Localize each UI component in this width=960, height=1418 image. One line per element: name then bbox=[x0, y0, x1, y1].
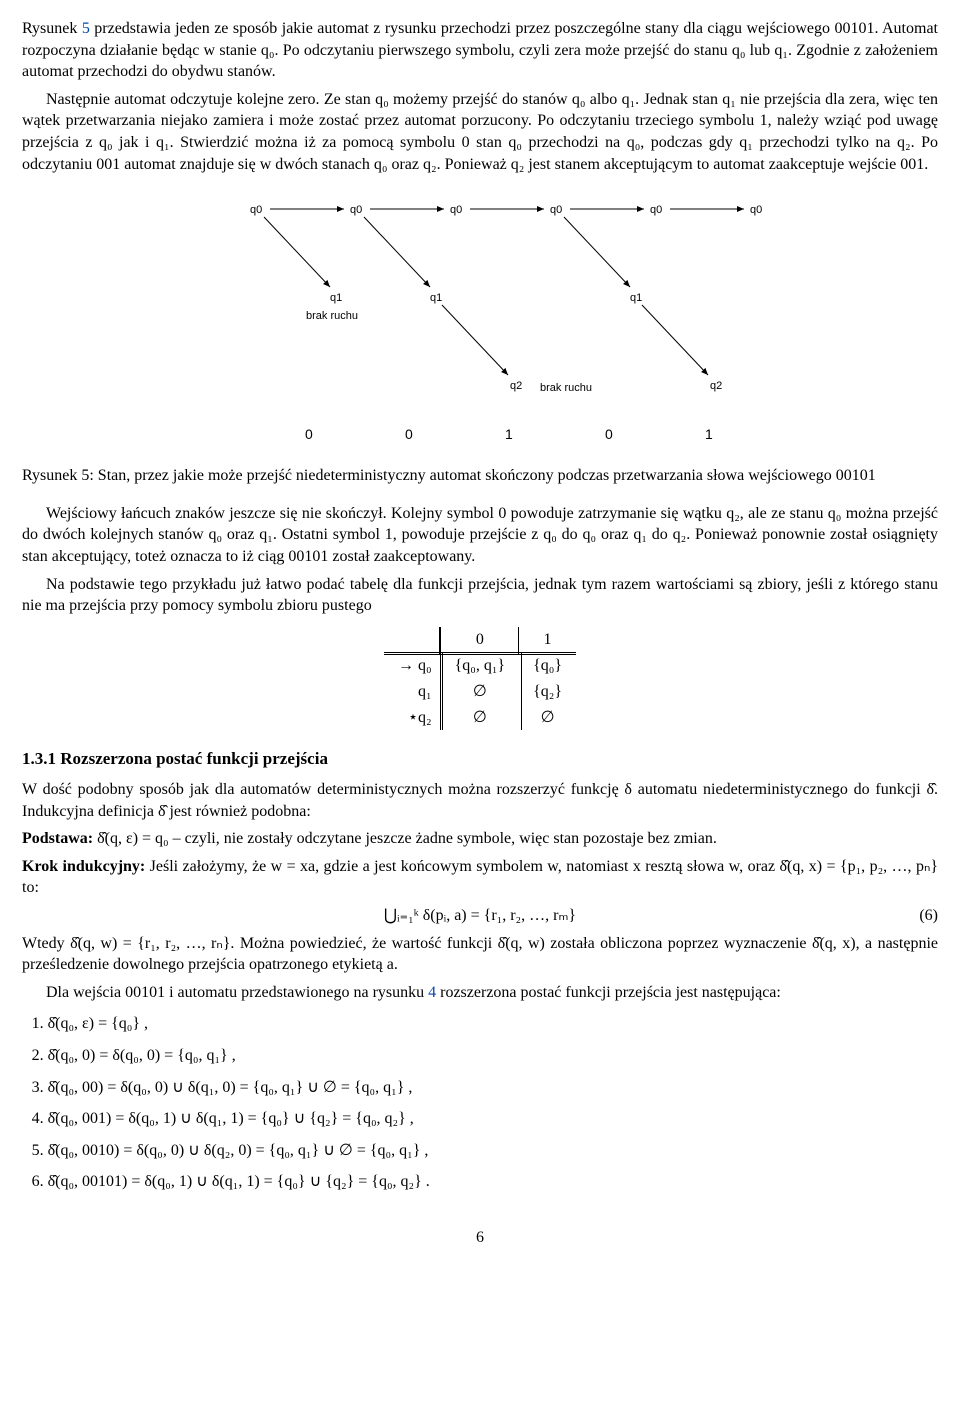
diagram-brak-1: brak ruchu bbox=[306, 309, 358, 324]
step-text: Jeśli założymy, że w = xa, gdzie a jest … bbox=[22, 858, 938, 897]
diagram-q2-1: q2 bbox=[710, 379, 722, 394]
transition-table: 0 1 → q₀ {q₀, q₁} {q₀} q₁ ∅ {q₂} ⋆q₂ ∅ ∅ bbox=[384, 627, 576, 730]
equation-number: (6) bbox=[919, 905, 938, 927]
enum-item: δ̂(q₀, 0) = δ(q₀, 0) = {q₀, q₁} , bbox=[48, 1045, 938, 1067]
diagram-q0-2: q0 bbox=[450, 203, 462, 218]
after-eq-2: Dla wejścia 00101 i automatu przedstawio… bbox=[22, 982, 938, 1004]
section-heading: 1.3.1 Rozszerzona postać funkcji przejśc… bbox=[22, 748, 938, 771]
basis-label: Podstawa: bbox=[22, 830, 93, 847]
diagram-q1-1: q1 bbox=[430, 291, 442, 306]
cell: → q₀ bbox=[384, 653, 440, 679]
mid-paragraph-2: Na podstawie tego przykładu już łatwo po… bbox=[22, 574, 938, 617]
ext-basis: Podstawa: δ̂(q, ε) = q₀ – czyli, nie zos… bbox=[22, 828, 938, 850]
diagram-input-0: 0 bbox=[305, 425, 313, 444]
enum-item: δ̂(q₀, 00) = δ(q₀, 0) ∪ δ(q₁, 0) = {q₀, … bbox=[48, 1077, 938, 1099]
intro-paragraph: Rysunek 5 przedstawia jeden ze sposób ja… bbox=[22, 18, 938, 83]
basis-text: δ̂(q, ε) = q₀ – czyli, nie zostały odczy… bbox=[93, 830, 717, 847]
diagram-q0-4: q0 bbox=[650, 203, 662, 218]
intro-part1: Rysunek bbox=[22, 20, 82, 37]
cell: {q₀, q₁} bbox=[440, 653, 519, 679]
intro-part2: przedstawia jeden ze sposób jakie automa… bbox=[22, 20, 938, 80]
diagram-q2-0: q2 bbox=[510, 379, 522, 394]
enumeration: δ̂(q₀, ε) = {q₀} , δ̂(q₀, 0) = δ(q₀, 0) … bbox=[22, 1013, 938, 1193]
enum-item: δ̂(q₀, ε) = {q₀} , bbox=[48, 1013, 938, 1035]
diagram-edges bbox=[120, 191, 840, 451]
table-row: ⋆q₂ ∅ ∅ bbox=[384, 705, 576, 731]
table-row: → q₀ {q₀, q₁} {q₀} bbox=[384, 653, 576, 679]
diagram-input-4: 1 bbox=[705, 425, 713, 444]
diagram-input-2: 1 bbox=[505, 425, 513, 444]
diagram-q0-0: q0 bbox=[250, 203, 262, 218]
th-state bbox=[384, 627, 440, 653]
fig4-link[interactable]: 4 bbox=[428, 984, 436, 1001]
enum-item: δ̂(q₀, 00101) = δ(q₀, 1) ∪ δ(q₁, 1) = {q… bbox=[48, 1171, 938, 1193]
fig5-link[interactable]: 5 bbox=[82, 20, 90, 37]
after-eq-2b: rozszerzona postać funkcji przejścia jes… bbox=[436, 984, 781, 1001]
cell: {q₀} bbox=[519, 653, 576, 679]
equation-expr: ⋃ᵢ₌₁ᵏ δ(pᵢ, a) = {r₁, r₂, …, rₘ} bbox=[384, 907, 576, 924]
diagram-q1-0: q1 bbox=[330, 291, 342, 306]
figure5-caption: Rysunek 5: Stan, przez jakie może przejś… bbox=[22, 465, 938, 487]
after-eq-1: Wtedy δ̂(q, w) = {r₁, r₂, …, rₙ}. Można … bbox=[22, 933, 938, 976]
cell: {q₂} bbox=[519, 679, 576, 705]
diagram-brak-2: brak ruchu bbox=[540, 381, 592, 396]
nfa-trace-diagram: q0 q0 q0 q0 q0 q0 q1 q1 q1 brak ruchu q2… bbox=[120, 191, 840, 451]
th-0: 0 bbox=[440, 627, 519, 653]
ext-step: Krok indukcyjny: Jeśli założymy, że w = … bbox=[22, 856, 938, 899]
cell: ⋆q₂ bbox=[384, 705, 440, 731]
diagram-q0-5: q0 bbox=[750, 203, 762, 218]
mid-paragraph-1: Wejściowy łańcuch znaków jeszcze się nie… bbox=[22, 503, 938, 568]
after-eq-2a: Dla wejścia 00101 i automatu przedstawio… bbox=[46, 984, 428, 1001]
ext-para-1: W dość podobny sposób jak dla automatów … bbox=[22, 779, 938, 822]
diagram-q0-3: q0 bbox=[550, 203, 562, 218]
diagram-input-1: 0 bbox=[405, 425, 413, 444]
diagram-q1-2: q1 bbox=[630, 291, 642, 306]
table-row: q₁ ∅ {q₂} bbox=[384, 679, 576, 705]
enum-item: δ̂(q₀, 0010) = δ(q₀, 0) ∪ δ(q₂, 0) = {q₀… bbox=[48, 1140, 938, 1162]
cell: ∅ bbox=[440, 705, 519, 731]
diagram-input-3: 0 bbox=[605, 425, 613, 444]
step-label: Krok indukcyjny: bbox=[22, 858, 145, 875]
cell: q₁ bbox=[384, 679, 440, 705]
th-1: 1 bbox=[519, 627, 576, 653]
diagram-q0-1: q0 bbox=[350, 203, 362, 218]
page-number: 6 bbox=[22, 1227, 938, 1249]
intro-paragraph-2: Następnie automat odczytuje kolejne zero… bbox=[22, 89, 938, 175]
enum-item: δ̂(q₀, 001) = δ(q₀, 1) ∪ δ(q₁, 1) = {q₀}… bbox=[48, 1108, 938, 1130]
equation-6: ⋃ᵢ₌₁ᵏ δ(pᵢ, a) = {r₁, r₂, …, rₘ} (6) bbox=[22, 905, 938, 927]
cell: ∅ bbox=[519, 705, 576, 731]
cell: ∅ bbox=[440, 679, 519, 705]
